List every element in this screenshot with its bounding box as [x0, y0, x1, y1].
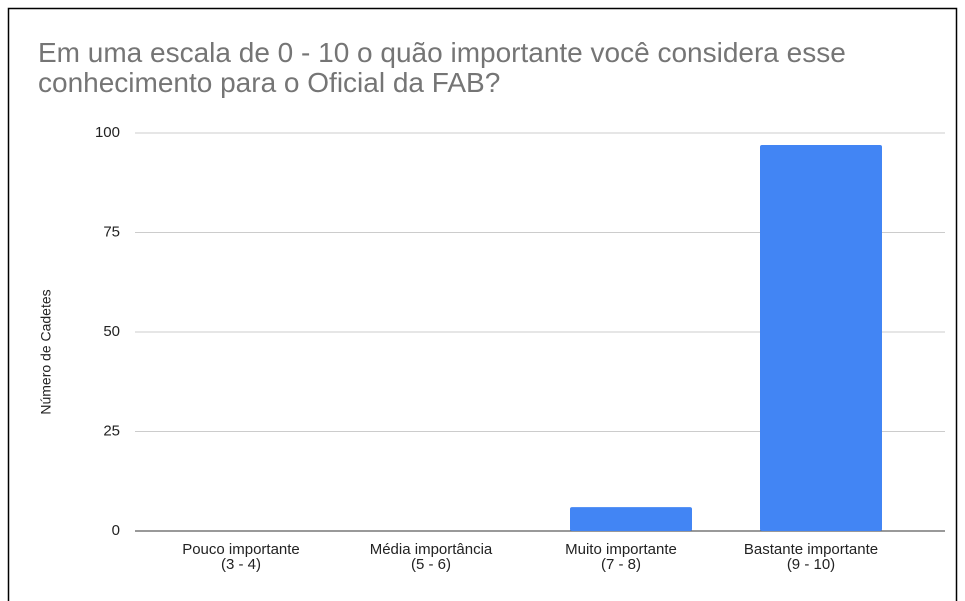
x-tick-label: Muito importante (7 - 8) — [565, 541, 677, 573]
y-tick-label: 100 — [95, 124, 120, 141]
y-tick-label: 50 — [103, 323, 120, 340]
y-tick-label: 75 — [103, 223, 120, 240]
chart-title: Em uma escala de 0 - 10 o quão important… — [38, 37, 846, 98]
y-axis-label: Número de Cadetes — [38, 289, 54, 414]
frame — [7, 7, 958, 601]
x-tick-label: Bastante importante (9 - 10) — [744, 541, 878, 573]
bar — [570, 507, 692, 531]
x-tick-label: Média importância (5 - 6) — [370, 541, 493, 573]
bar — [760, 144, 882, 531]
x-tick-label: Pouco importante (3 - 4) — [182, 541, 300, 573]
y-tick-label: 25 — [103, 422, 120, 439]
y-tick-label: 0 — [112, 522, 120, 539]
